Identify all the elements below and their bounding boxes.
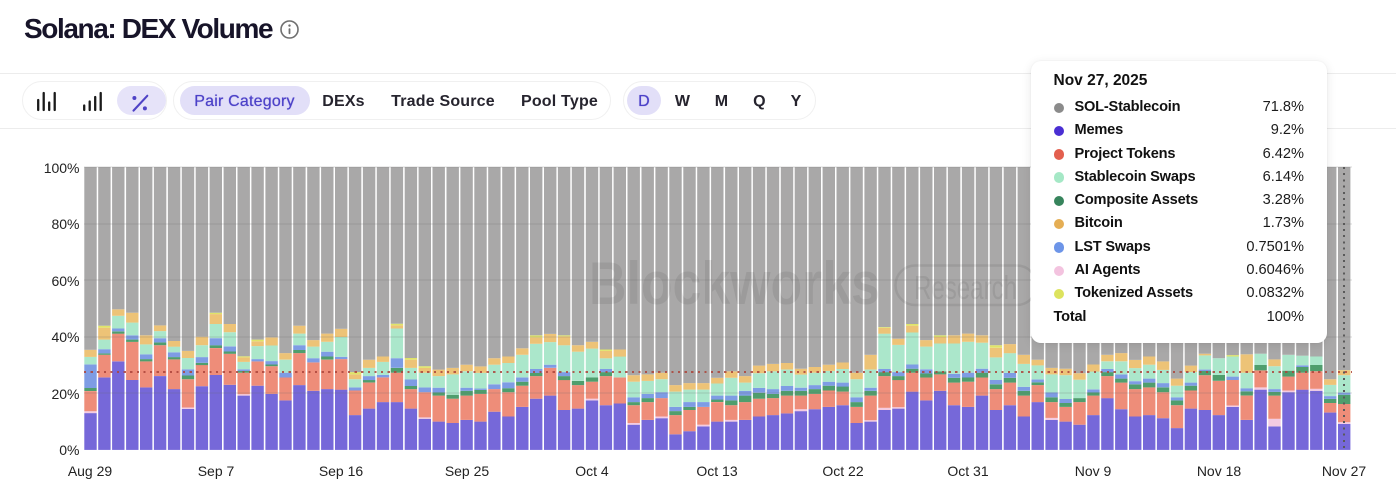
svg-text:Blockworks: Blockworks bbox=[589, 250, 880, 317]
svg-text:Research: Research bbox=[914, 269, 1017, 306]
